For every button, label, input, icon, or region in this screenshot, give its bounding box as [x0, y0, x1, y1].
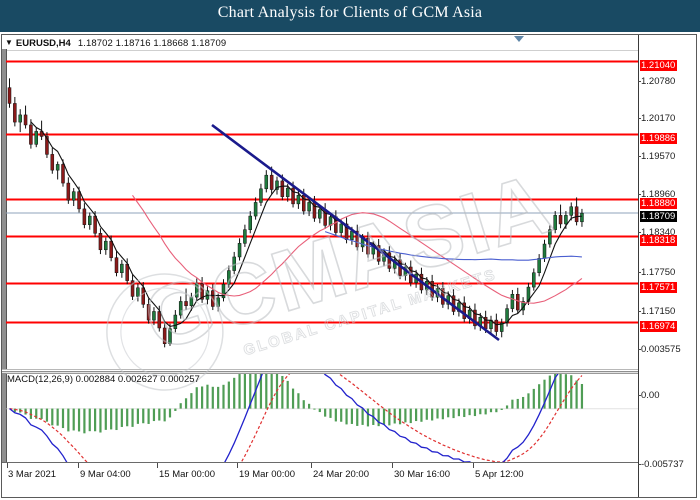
moving-average-line	[30, 121, 582, 327]
level-price-tag: 1.18880	[640, 198, 678, 209]
chevron-down-icon[interactable]: ▼	[5, 38, 13, 47]
scale-tick-label: 1.20170	[637, 113, 676, 124]
scale-tick-label: 1.18340	[637, 227, 676, 238]
macd-name: MACD(12,26,9)	[7, 374, 73, 385]
instrument-info-strip: ▼ EURUSD,H4 1.18702 1.18716 1.18668 1.1870…	[2, 35, 638, 51]
chart-top-marker-icon	[514, 36, 524, 42]
macd-plot	[6, 374, 638, 464]
title-bar: Chart Analysis for Clients of GCM Asia	[0, 0, 700, 32]
scale-tick-label: 1.20780	[637, 76, 676, 87]
ohlc-values: 1.18702 1.18716 1.18668 1.18709	[77, 38, 227, 49]
time-axis-label: 9 Mar 04:00	[80, 469, 131, 480]
time-axis-label: 5 Apr 12:00	[475, 469, 524, 480]
candles	[7, 78, 584, 348]
level-price-tag: 1.21040	[640, 60, 678, 71]
pane-separator	[2, 369, 638, 373]
level-line	[6, 282, 638, 285]
level-line	[6, 133, 638, 136]
price-scale[interactable]: 1.21040 1.20780 1.20170 1.19886 1.19570 1.189…	[637, 35, 696, 497]
time-axis-label: 30 Mar 16:00	[394, 469, 450, 480]
level-price-tag: 1.18318	[640, 235, 678, 246]
time-axis-tick	[78, 463, 79, 468]
time-axis: 3 Mar 2021 9 Mar 04:00 15 Mar 00:00 19 Mar …	[2, 462, 638, 497]
time-axis-tick	[7, 463, 8, 468]
time-axis-tick	[311, 463, 312, 468]
level-price-tag: 1.17571	[640, 282, 678, 293]
symbol-label: EURUSD,H4	[15, 38, 71, 49]
scale-tick-label: 1.19570	[637, 151, 676, 162]
scale-tick-label: 1.17150	[637, 306, 676, 317]
level-line	[6, 60, 638, 63]
level-line	[6, 198, 638, 201]
time-axis-tick	[157, 463, 158, 468]
macd-pane[interactable]	[6, 373, 638, 464]
time-axis-tick	[473, 463, 474, 468]
current-price-tag: 1.18709	[640, 211, 678, 222]
trendline[interactable]	[211, 123, 500, 342]
moving-average-line	[324, 231, 582, 261]
time-axis-label: 24 Mar 20:00	[313, 469, 369, 480]
macd-info-strip: MACD(12,26,9) 0.002884 0.002627 0.000257	[7, 374, 200, 385]
price-pane[interactable]	[6, 50, 638, 373]
scale-tick-label: 1.17750	[637, 267, 676, 278]
time-axis-label: 3 Mar 2021	[8, 469, 57, 480]
level-price-tag: 1.19886	[640, 133, 678, 144]
time-axis-label: 19 Mar 00:00	[239, 469, 295, 480]
time-axis-tick	[237, 463, 238, 468]
page-title: Chart Analysis for Clients of GCM Asia	[217, 4, 483, 21]
macd-histogram	[13, 374, 584, 434]
macd-scale-label: 0.00	[638, 390, 660, 401]
macd-scale-label: 0.003575	[638, 344, 681, 355]
macd-scale-label: -0.005737	[638, 459, 684, 470]
time-axis-tick	[392, 463, 393, 468]
chart-frame: ▼ EURUSD,H4 1.18702 1.18716 1.18668 1.1870…	[1, 34, 697, 498]
candlestick-plot	[6, 60, 638, 348]
current-price-line	[6, 212, 638, 214]
macd-values: 0.002884 0.002627 0.000257	[75, 374, 200, 385]
level-line	[6, 321, 638, 324]
level-price-tag: 1.16974	[640, 321, 678, 332]
left-axis-rail	[2, 49, 7, 463]
time-axis-label: 15 Mar 00:00	[159, 469, 215, 480]
scale-tick-label: 1.18960	[637, 189, 676, 200]
level-line	[6, 235, 638, 238]
